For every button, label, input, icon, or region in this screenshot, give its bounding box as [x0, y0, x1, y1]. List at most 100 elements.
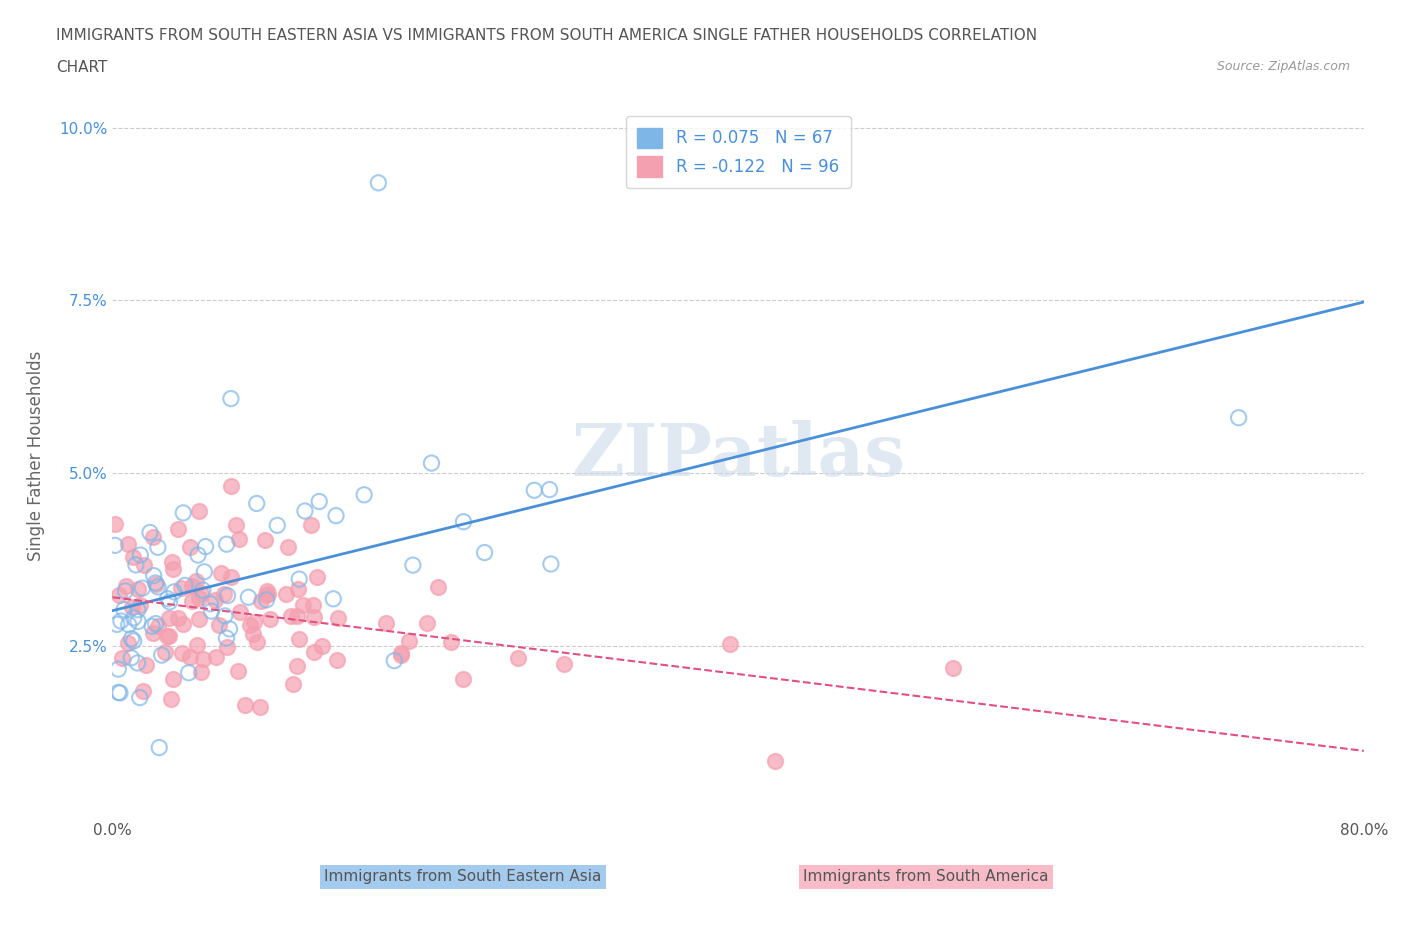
Point [141, 618, 163, 633]
Point [226, 664, 249, 679]
Point [453, 514, 475, 529]
Point [115, 578, 138, 593]
Point [122, 633, 145, 648]
Point [117, 537, 139, 551]
Point [302, 644, 325, 659]
Point [325, 508, 347, 523]
Point [538, 482, 561, 497]
Point [142, 530, 165, 545]
Point [139, 525, 162, 540]
Point [121, 600, 143, 615]
Point [398, 633, 420, 648]
Point [367, 176, 389, 191]
Point [287, 582, 309, 597]
Point [135, 658, 157, 672]
Point [193, 565, 215, 579]
Point [257, 586, 280, 601]
Point [256, 592, 278, 607]
Point [219, 478, 242, 493]
Point [131, 580, 153, 595]
Point [170, 646, 193, 661]
Point [188, 612, 211, 627]
Point [259, 612, 281, 627]
Text: Source: ZipAtlas.com: Source: ZipAtlas.com [1216, 60, 1350, 73]
Point [200, 596, 222, 611]
Point [238, 590, 260, 604]
Point [285, 609, 308, 624]
Point [162, 562, 184, 577]
Point [114, 583, 136, 598]
Point [402, 558, 425, 573]
Point [167, 521, 190, 536]
Point [128, 690, 150, 705]
Point [540, 556, 562, 571]
Point [107, 662, 129, 677]
Point [190, 585, 212, 600]
Point [242, 615, 264, 630]
Point [391, 645, 413, 660]
Point [122, 610, 145, 625]
Point [146, 540, 169, 555]
Point [146, 579, 169, 594]
Point [256, 583, 278, 598]
Point [156, 628, 179, 643]
Point [218, 621, 240, 636]
Point [246, 496, 269, 511]
Point [266, 518, 288, 533]
Point [250, 593, 273, 608]
Point [299, 517, 322, 532]
Point [108, 588, 131, 603]
Point [153, 644, 176, 659]
Point [107, 685, 129, 700]
Point [235, 698, 257, 712]
Point [129, 548, 152, 563]
Point [217, 588, 239, 603]
Point [254, 588, 277, 603]
Point [277, 539, 299, 554]
Point [128, 597, 150, 612]
Text: CHART: CHART [56, 60, 108, 75]
Point [239, 618, 262, 632]
Point [523, 483, 546, 498]
Point [127, 614, 149, 629]
Point [208, 618, 231, 632]
Point [200, 604, 222, 618]
Point [280, 608, 302, 623]
Point [174, 578, 197, 592]
Point [121, 631, 143, 646]
Point [763, 753, 786, 768]
Text: IMMIGRANTS FROM SOUTH EASTERN ASIA VS IMMIGRANTS FROM SOUTH AMERICA SINGLE FATHE: IMMIGRANTS FROM SOUTH EASTERN ASIA VS IM… [56, 28, 1038, 43]
Y-axis label: Single Father Households: Single Father Households [27, 351, 45, 561]
Point [353, 487, 375, 502]
Legend: R = 0.075   N = 67, R = -0.122   N = 96: R = 0.075 N = 67, R = -0.122 N = 96 [626, 116, 851, 188]
Point [127, 603, 149, 618]
Point [111, 651, 134, 666]
Point [159, 594, 181, 609]
Text: Immigrants from South America: Immigrants from South America [803, 870, 1049, 884]
Point [229, 604, 252, 619]
Point [179, 649, 201, 664]
Point [177, 665, 200, 680]
Point [142, 626, 165, 641]
Point [104, 517, 127, 532]
Point [506, 651, 529, 666]
Point [186, 638, 208, 653]
Point [389, 647, 412, 662]
Point [121, 550, 143, 565]
Point [180, 593, 202, 608]
Point [163, 584, 186, 599]
Point [191, 583, 214, 598]
Point [127, 581, 149, 596]
Point [204, 649, 226, 664]
Point [146, 618, 169, 633]
Point [416, 616, 439, 631]
Point [180, 578, 202, 593]
Point [186, 574, 208, 589]
Point [188, 503, 211, 518]
Point [288, 631, 311, 646]
Point [148, 740, 170, 755]
Point [281, 676, 304, 691]
Point [160, 691, 183, 706]
Point [104, 538, 127, 552]
Point [157, 629, 180, 644]
